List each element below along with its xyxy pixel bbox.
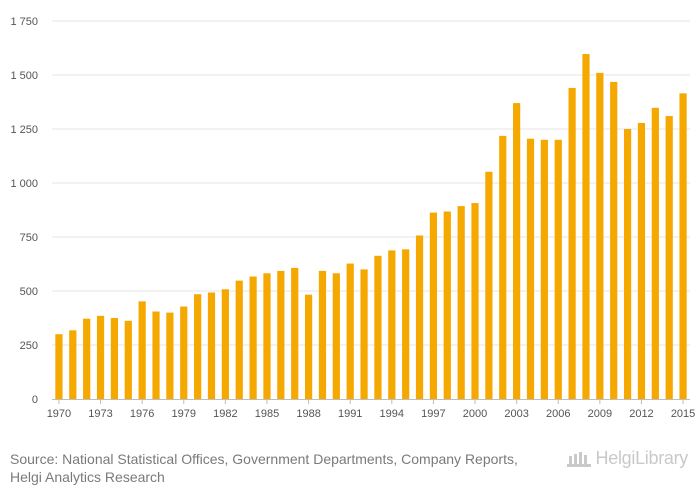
bar-2013 (651, 107, 659, 399)
bar-1979 (180, 306, 188, 399)
bar-1972 (83, 318, 91, 399)
x-tick-label: 2000 (463, 408, 487, 420)
bar-1977 (152, 311, 160, 399)
bar-1971 (69, 330, 77, 399)
bar-2008 (582, 54, 590, 400)
x-tick-label: 1982 (213, 408, 237, 420)
source-note: Source: National Statistical Offices, Go… (10, 450, 550, 486)
bar-2009 (596, 72, 604, 399)
bar-1990 (332, 273, 340, 399)
x-tick-label: 2015 (671, 408, 695, 420)
bar-1999 (457, 206, 465, 399)
bar-2010 (610, 81, 618, 399)
x-tick-label: 1979 (172, 408, 196, 420)
y-tick-label: 1 750 (10, 16, 38, 28)
bar-1985 (263, 273, 271, 399)
bar-1978 (166, 312, 174, 399)
library-building-icon (566, 451, 591, 467)
x-tick-label: 1976 (130, 408, 154, 420)
x-tick-label: 2009 (588, 408, 612, 420)
bar-1973 (96, 315, 105, 399)
y-tick-label: 500 (20, 286, 38, 298)
logo-text-helgi: Helgi (595, 448, 636, 468)
bar-1983 (235, 280, 243, 399)
x-tick-label: 1991 (338, 408, 362, 420)
bar-1989 (318, 270, 327, 399)
bar-2002 (499, 135, 507, 399)
bar-2000 (471, 203, 479, 399)
bar-2015 (679, 93, 687, 400)
source-label: Source: (10, 451, 63, 467)
bar-1993 (374, 255, 382, 399)
bar-1982 (221, 289, 229, 399)
x-tick-label: 1994 (380, 408, 404, 420)
bar-1994 (388, 250, 396, 399)
bar-2003 (513, 103, 521, 399)
bar-2004 (526, 138, 535, 399)
bar-2012 (637, 122, 646, 399)
y-tick-label: 750 (20, 232, 38, 244)
bar-1980 (194, 294, 202, 399)
bar-1998 (443, 211, 451, 399)
bar-1981 (207, 292, 216, 399)
bar-2006 (554, 139, 562, 400)
bar-2001 (485, 171, 493, 399)
bar-2007 (568, 87, 576, 400)
x-tick-label: 2006 (546, 408, 570, 420)
bar-1976 (138, 301, 146, 399)
logo-text: HelgiLibrary (595, 448, 689, 469)
bar-chart: 0 250 500 750 1 000 1 250 1 500 1 750 1970 1973 19… (10, 16, 695, 420)
x-tick-label: 1997 (421, 408, 445, 420)
y-tick-label: 250 (20, 340, 38, 352)
x-tick-label: 2012 (629, 408, 653, 420)
source-text: National Statistical Offices, Government… (10, 451, 518, 485)
y-tick-label: 1 000 (10, 178, 38, 190)
bar-2014 (665, 116, 673, 399)
x-tick-label: 1988 (296, 408, 320, 420)
bar-1992 (360, 269, 368, 399)
bar-1984 (249, 276, 257, 399)
x-tick-label: 1973 (88, 408, 112, 420)
bar-1996 (415, 235, 424, 399)
bar-1975 (124, 320, 132, 399)
y-tick-label: 1 500 (10, 70, 38, 82)
bar-1974 (110, 318, 119, 399)
helgi-library-logo: HelgiLibrary (566, 448, 688, 469)
bar-1970 (55, 334, 63, 399)
bar-1988 (304, 294, 313, 399)
bar-2005 (540, 139, 548, 400)
y-tick-label: 0 (32, 394, 38, 406)
bar-1986 (277, 270, 285, 399)
x-tick-label: 2003 (504, 408, 528, 420)
bar-2011 (623, 129, 632, 399)
x-tick-label: 1985 (255, 408, 279, 420)
bar-1991 (346, 263, 354, 399)
x-tick-label: 1970 (47, 408, 71, 420)
bar-1987 (291, 267, 299, 399)
bar-1995 (402, 249, 410, 399)
bar-1997 (429, 212, 438, 399)
y-tick-label: 1 250 (10, 124, 38, 136)
logo-text-library: Library (635, 448, 688, 468)
